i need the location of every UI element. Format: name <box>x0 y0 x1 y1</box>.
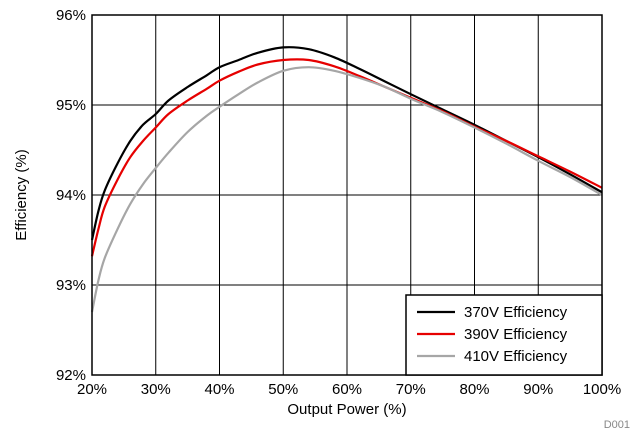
x-tick-label: 40% <box>204 381 234 398</box>
legend-label: 410V Efficiency <box>464 348 568 365</box>
x-tick-label: 70% <box>396 381 426 398</box>
x-tick-labels: 20% 30% 40% 50% 60% 70% 80% 90% 100% <box>77 381 621 398</box>
y-tick-label: 95% <box>56 97 86 114</box>
legend-label: 370V Efficiency <box>464 304 568 321</box>
x-tick-label: 30% <box>141 381 171 398</box>
chart-legend: 370V Efficiency 390V Efficiency 410V Effic… <box>405 294 603 376</box>
y-axis-title: Efficiency (%) <box>13 149 30 240</box>
figure-id: D001 <box>604 419 630 431</box>
series-line <box>90 66 603 313</box>
x-tick-label: 90% <box>523 381 553 398</box>
x-tick-label: 60% <box>332 381 362 398</box>
series-line <box>90 46 603 241</box>
x-tick-label: 100% <box>583 381 621 398</box>
x-tick-label: 80% <box>459 381 489 398</box>
x-tick-label: 20% <box>77 381 107 398</box>
x-axis-title: Output Power (%) <box>287 401 406 418</box>
y-tick-labels: 92% 93% 94% 95% 96% <box>56 7 86 384</box>
y-tick-label: 96% <box>56 7 86 24</box>
legend-label: 390V Efficiency <box>464 326 568 343</box>
y-tick-label: 93% <box>56 277 86 294</box>
x-tick-label: 50% <box>268 381 298 398</box>
y-tick-label: 92% <box>56 367 86 384</box>
chart-series <box>90 46 603 313</box>
y-tick-label: 94% <box>56 187 86 204</box>
plot-frame <box>91 14 603 376</box>
